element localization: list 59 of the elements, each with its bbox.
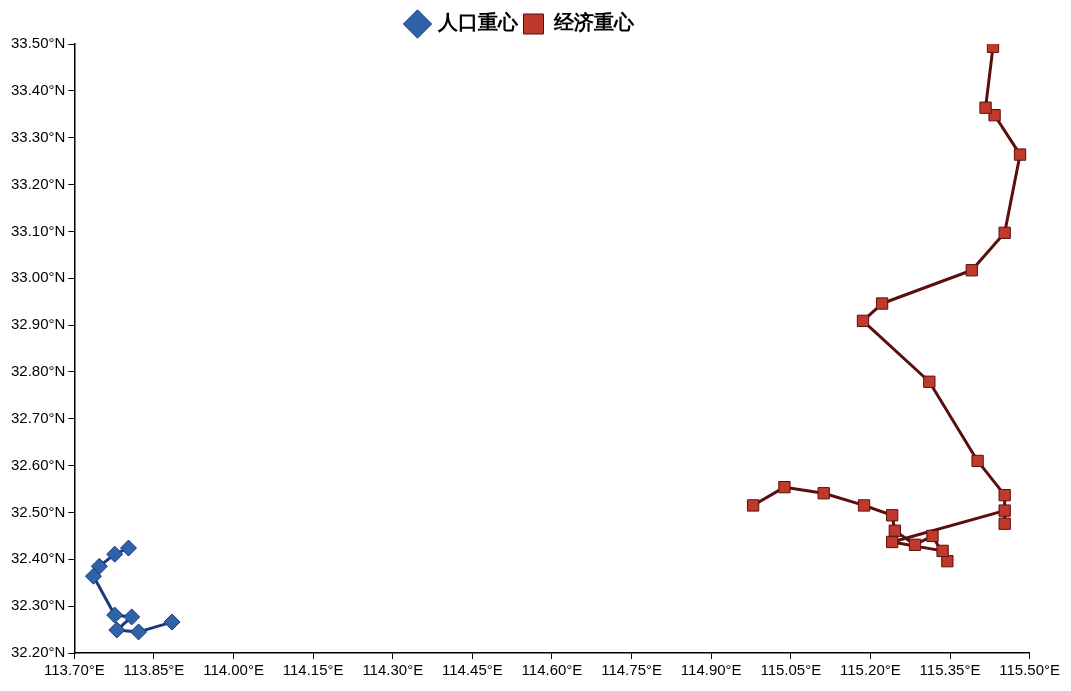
y-tick-label: 32.30°N [10, 596, 66, 614]
y-tick-label: 32.50°N [10, 502, 66, 520]
y-tick-label: 32.60°N [10, 455, 66, 473]
y-tick-label: 33.40°N [10, 80, 66, 98]
point [908, 538, 922, 551]
x-tick-label: 114.30°E [362, 661, 424, 679]
point [998, 504, 1011, 517]
y-tick-label: 32.40°N [10, 549, 66, 567]
point [979, 101, 992, 114]
point [856, 314, 870, 328]
point [923, 375, 936, 388]
point [857, 499, 871, 512]
point [886, 509, 899, 522]
y-tick-label: 33.30°N [10, 127, 66, 145]
point [926, 529, 939, 543]
point [875, 297, 889, 310]
point [886, 535, 899, 549]
point [998, 488, 1011, 502]
point [130, 623, 148, 641]
y-tick-label: 32.70°N [10, 408, 66, 426]
point [998, 517, 1011, 530]
point [778, 481, 791, 494]
point [965, 264, 978, 277]
y-tick-label: 32.20°N [10, 643, 66, 661]
point [123, 608, 141, 626]
x-tick-label: 113.70°E [43, 661, 105, 679]
point [106, 606, 124, 624]
point [746, 499, 760, 512]
point [90, 557, 108, 575]
x-tick-label: 114.75°E [601, 661, 662, 679]
point [84, 567, 102, 585]
point [817, 487, 830, 500]
x-tick-label: 115.20°E [840, 661, 901, 679]
x-tick-label: 114.90°E [680, 661, 742, 679]
point [998, 226, 1011, 239]
point [108, 621, 126, 639]
point [888, 524, 901, 537]
point [120, 539, 137, 557]
y-tick-label: 33.50°N [10, 34, 66, 52]
y-tick-label: 32.80°N [10, 362, 66, 380]
x-tick-label: 114.45°E [442, 661, 503, 679]
point [106, 545, 124, 563]
y-tick-label: 33.00°N [10, 268, 66, 286]
point [1013, 148, 1027, 161]
x-tick-label: 115.05°E [760, 661, 822, 679]
point [971, 454, 984, 468]
point [936, 544, 949, 558]
legend-label: 人口重心 [436, 10, 519, 35]
y-tick-label: 33.10°N [10, 221, 66, 239]
y-tick-label: 33.20°N [10, 174, 66, 192]
x-tick-label: 115.50°E [999, 661, 1061, 679]
x-tick-label: 114.60°E [521, 661, 583, 679]
legend-label: 经济重心 [552, 10, 635, 35]
point [163, 613, 181, 631]
x-tick-label: 113.85°E [123, 661, 185, 679]
x-tick-label: 115.35°E [919, 661, 981, 679]
x-tick-label: 114.15°E [282, 661, 344, 679]
x-tick-label: 114.00°E [203, 661, 264, 679]
y-tick-label: 32.90°N [10, 315, 66, 333]
